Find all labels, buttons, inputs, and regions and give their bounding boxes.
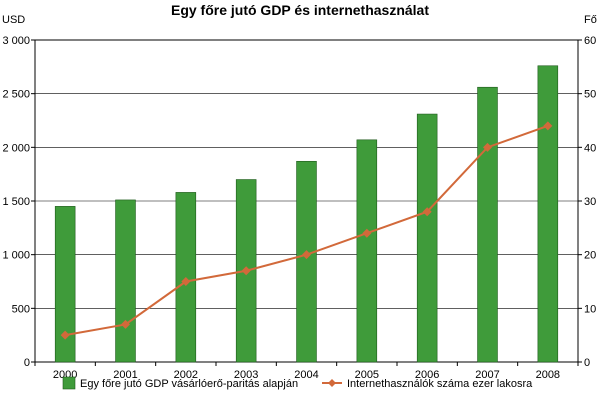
x-tick-label: 2002	[174, 369, 198, 381]
y-left-tick-label: 1 000	[2, 250, 30, 262]
bar	[537, 65, 559, 363]
x-tick-label: 2005	[355, 369, 379, 381]
legend: Egy főre jutó GDP vásárlóerő-paritás ala…	[62, 376, 533, 390]
bar	[296, 160, 317, 363]
y-right-tick-label: 0	[584, 357, 590, 369]
bar	[477, 86, 498, 363]
bar	[54, 206, 76, 363]
line-marker	[241, 266, 251, 276]
y-left-tick-label: 0	[24, 357, 30, 369]
y-left-tick-label: 3 000	[2, 35, 30, 47]
x-tick-label: 2003	[234, 369, 258, 381]
legend-swatch-bar	[62, 376, 76, 390]
y-left-unit: USD	[2, 14, 25, 26]
y-left-tick-label: 1 500	[2, 196, 30, 208]
x-tick-label: 2006	[415, 369, 439, 381]
line-marker	[302, 250, 311, 260]
plot-area: 0 500 1 000 1 500 2 000 2 500 3 000 0 10 20 30 40 50…	[2, 35, 596, 381]
bar	[356, 139, 378, 363]
legend-swatch-marker	[328, 379, 336, 387]
line-marker	[362, 228, 372, 238]
line-marker	[543, 121, 553, 131]
x-tick-label: 2001	[113, 369, 137, 381]
legend-label-bar: Egy főre jutó GDP vásárlóerő-paritás ala…	[80, 378, 298, 390]
bar	[416, 113, 438, 363]
line-marker	[422, 207, 432, 217]
y-right-tick-label: 60	[584, 35, 596, 47]
line-marker	[181, 277, 191, 286]
bar	[115, 199, 136, 363]
y-right-tick-label: 50	[584, 89, 596, 101]
x-tick-label: 2004	[294, 369, 318, 381]
legend-label-line: Internethasználók száma ezer lakosra	[347, 378, 533, 390]
line-marker	[121, 319, 130, 329]
y-right-unit: Fő	[584, 14, 597, 26]
y-right-tick-label: 40	[584, 142, 596, 154]
y-right-tick-label: 10	[584, 303, 596, 315]
y-left-tick-label: 2 500	[2, 89, 30, 101]
line-marker	[60, 330, 70, 340]
y-right-tick-label: 20	[584, 250, 596, 262]
chart-title: Egy főre jutó GDP és internethasználat	[171, 2, 429, 18]
y-left-tick-label: 2 000	[2, 142, 30, 154]
x-tick-label: 2007	[475, 369, 499, 381]
y-right-tick-label: 30	[584, 196, 596, 208]
y-left-tick-label: 500	[12, 303, 30, 315]
x-tick-label: 2008	[536, 369, 560, 381]
line-marker	[483, 142, 492, 152]
